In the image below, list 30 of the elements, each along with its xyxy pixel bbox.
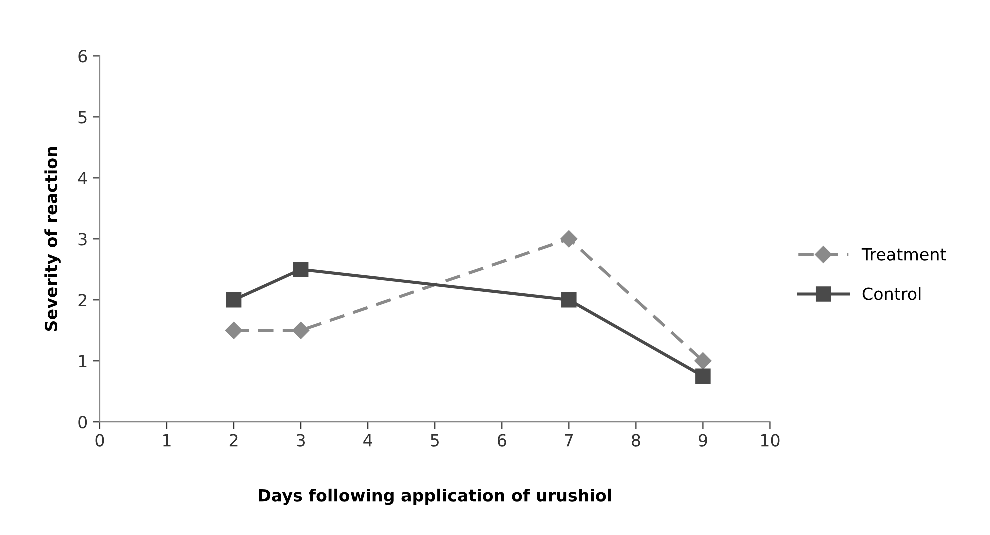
- x-tick-label: 1: [164, 434, 171, 447]
- x-tick-label: 0: [96, 434, 104, 447]
- point: [225, 322, 243, 340]
- y-tick-label: 4: [78, 172, 88, 184]
- point: [562, 292, 577, 308]
- x-tick-label: 9: [698, 434, 708, 447]
- y-tick-label: 5: [78, 111, 87, 124]
- point: [292, 322, 310, 340]
- point: [293, 262, 309, 278]
- point: [694, 352, 712, 370]
- x-tick-label: 4: [364, 434, 372, 447]
- y-axis-title: Severity of reaction: [44, 147, 61, 332]
- x-tick-label: 3: [297, 434, 306, 447]
- x-tick-label: 2: [230, 434, 238, 447]
- legend-label: Treatment: [862, 248, 946, 261]
- legend-label: Control: [862, 287, 921, 300]
- y-tick-label: 0: [78, 416, 88, 429]
- y-tick-label: 2: [78, 294, 87, 306]
- x-tick-label: 10: [761, 434, 780, 447]
- x-tick-label: 7: [565, 434, 574, 447]
- point: [696, 368, 711, 384]
- y-tick-label: 6: [78, 50, 88, 63]
- x-tick-label: 5: [431, 434, 439, 447]
- x-axis-title: Days following application of urushiol: [259, 488, 612, 506]
- x-tick-label: 8: [632, 434, 640, 447]
- y-tick-label: 1: [79, 355, 87, 368]
- point: [226, 292, 242, 308]
- x-tick-label: 6: [498, 434, 506, 447]
- y-tick-label: 3: [78, 233, 87, 246]
- point: [560, 230, 578, 248]
